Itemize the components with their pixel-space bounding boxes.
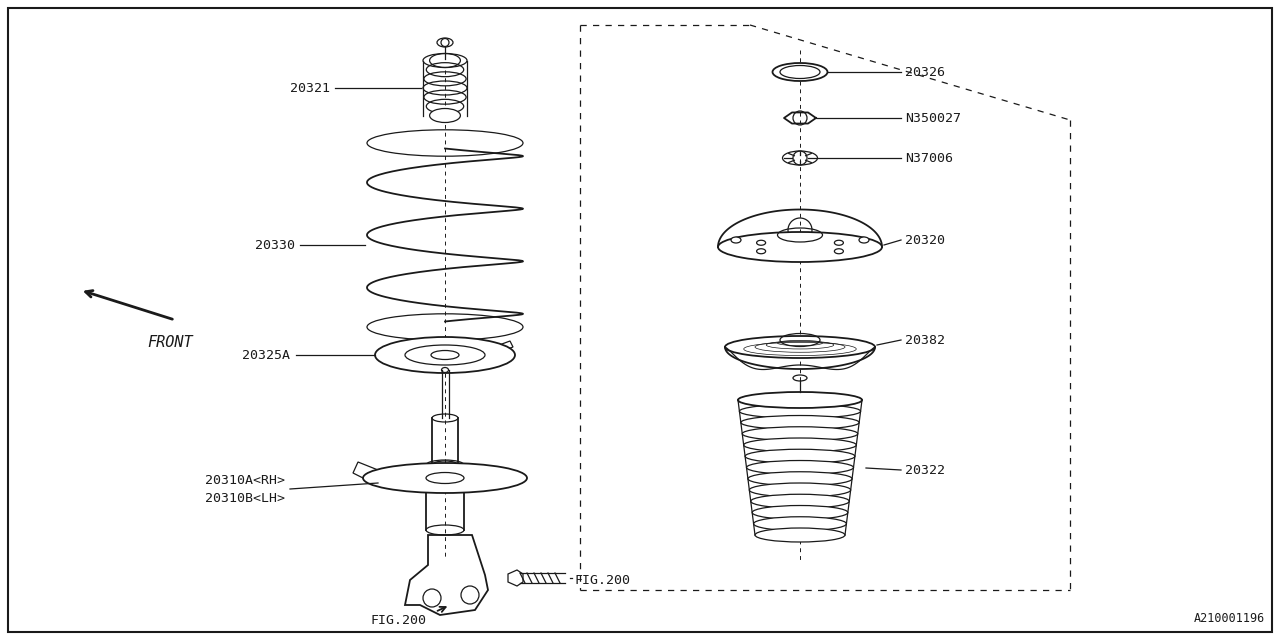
Ellipse shape [744, 438, 856, 452]
Text: N37006: N37006 [905, 152, 954, 164]
Ellipse shape [748, 472, 852, 486]
Ellipse shape [739, 392, 861, 408]
Text: 20326: 20326 [905, 65, 945, 79]
Text: 20325A: 20325A [242, 349, 291, 362]
Ellipse shape [431, 351, 460, 360]
Ellipse shape [740, 404, 860, 419]
Ellipse shape [751, 494, 849, 508]
Text: 20321: 20321 [291, 81, 330, 95]
Text: 20310A<RH>: 20310A<RH> [205, 474, 285, 486]
Ellipse shape [739, 393, 861, 407]
Text: 20382: 20382 [905, 333, 945, 346]
Text: 20322: 20322 [905, 463, 945, 477]
Ellipse shape [746, 461, 854, 474]
Ellipse shape [756, 240, 765, 245]
Ellipse shape [749, 483, 851, 497]
Text: 20320: 20320 [905, 234, 945, 246]
Ellipse shape [741, 415, 859, 429]
Ellipse shape [754, 516, 846, 531]
Polygon shape [483, 341, 513, 357]
Text: A210001196: A210001196 [1194, 612, 1265, 625]
Ellipse shape [731, 237, 741, 243]
Polygon shape [404, 535, 488, 615]
Ellipse shape [430, 54, 461, 67]
Ellipse shape [742, 427, 858, 441]
Ellipse shape [835, 249, 844, 253]
Ellipse shape [756, 249, 765, 253]
Ellipse shape [745, 449, 855, 463]
Circle shape [422, 589, 442, 607]
Text: 20310B<LH>: 20310B<LH> [205, 492, 285, 504]
Ellipse shape [859, 237, 869, 243]
Ellipse shape [724, 336, 876, 358]
Ellipse shape [753, 506, 847, 520]
Ellipse shape [718, 232, 882, 262]
Circle shape [461, 586, 479, 604]
Ellipse shape [773, 63, 827, 81]
Text: FIG.200: FIG.200 [370, 614, 426, 627]
Ellipse shape [755, 528, 845, 542]
Text: 20330: 20330 [255, 239, 294, 252]
Text: N350027: N350027 [905, 111, 961, 125]
Ellipse shape [375, 337, 515, 373]
Ellipse shape [364, 463, 527, 493]
Ellipse shape [430, 109, 461, 122]
Polygon shape [353, 462, 378, 483]
Text: FIG.200: FIG.200 [575, 573, 631, 586]
Ellipse shape [835, 240, 844, 245]
Polygon shape [508, 570, 524, 586]
Circle shape [788, 218, 812, 242]
Text: FRONT: FRONT [147, 335, 193, 350]
